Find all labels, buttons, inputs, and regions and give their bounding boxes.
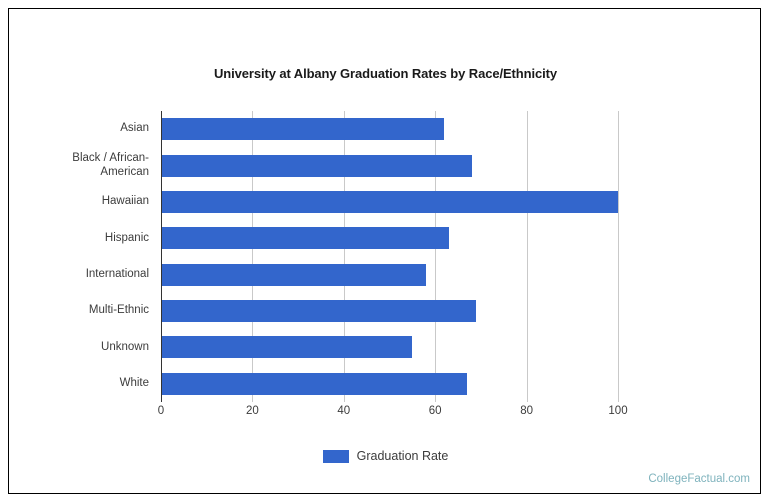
legend-label-graduation-rate: Graduation Rate [356, 449, 449, 463]
y-axis-label-multi-ethnic: Multi-Ethnic [9, 304, 149, 318]
gridline-40 [343, 111, 345, 402]
x-tick-label: 60 [428, 405, 442, 417]
y-axis-label-asian: Asian [9, 122, 149, 136]
chart-legend: Graduation Rate [9, 449, 760, 463]
bar-row [161, 118, 618, 141]
x-tick-label: 100 [608, 405, 628, 417]
bar-multi-ethnic[interactable] [161, 300, 477, 323]
bar-row [161, 154, 618, 177]
y-axis-line [161, 111, 162, 402]
y-axis-label-hawaiian: Hawaiian [9, 195, 149, 209]
y-axis-label-unknown: Unknown [9, 341, 149, 355]
bars-layer [161, 111, 618, 402]
y-axis-category-labels: Asian Black / African- American Hawaiian His… [9, 111, 155, 402]
x-tick-label: 0 [157, 405, 165, 417]
gridline-80 [526, 111, 528, 402]
y-axis-label-line: Asian [120, 122, 149, 135]
x-tick-label: 80 [520, 405, 533, 417]
y-axis-label-hispanic: Hispanic [9, 232, 149, 246]
chart-container: University at Albany Graduation Rates by… [8, 8, 761, 494]
y-axis-label-line: International [85, 267, 149, 280]
gridline-60 [435, 111, 437, 402]
y-axis-label-line: Multi-Ethnic [88, 304, 149, 317]
x-tick-label: 20 [245, 405, 259, 417]
site-watermark: CollegeFactual.com [648, 473, 750, 485]
legend-swatch-graduation-rate [322, 449, 349, 463]
bar-row [161, 227, 618, 250]
bar-international[interactable] [161, 263, 427, 286]
y-axis-label-black-african-american: Black / African- American [9, 152, 149, 179]
bar-row [161, 263, 618, 286]
bar-row [161, 190, 618, 213]
y-axis-label-international: International [9, 268, 149, 282]
bar-row [161, 300, 618, 323]
x-tick-label: 40 [337, 405, 351, 417]
bar-black-african-american[interactable] [161, 154, 472, 177]
bar-hawaiian[interactable] [161, 190, 618, 213]
y-axis-label-line: Hispanic [104, 231, 149, 244]
y-axis-label-line: White [119, 377, 149, 390]
bar-white[interactable] [161, 372, 468, 395]
chart-title: University at Albany Graduation Rates by… [214, 66, 557, 81]
y-axis-label-line: Black / African- [72, 152, 149, 165]
bar-unknown[interactable] [161, 336, 413, 359]
bar-row [161, 372, 618, 395]
y-axis-label-line: Hawaiian [101, 195, 149, 208]
y-axis-label-line: Unknown [101, 340, 149, 353]
gridline-20 [252, 111, 254, 402]
bar-row [161, 336, 618, 359]
bar-hispanic[interactable] [161, 227, 449, 250]
y-axis-label-line: American [100, 165, 149, 178]
gridline-100 [618, 111, 619, 402]
bar-asian[interactable] [161, 118, 445, 141]
plot-area [161, 111, 619, 402]
x-axis-tick-labels: 0 20 40 60 80 100 [157, 405, 628, 425]
y-axis-label-white: White [9, 377, 149, 391]
